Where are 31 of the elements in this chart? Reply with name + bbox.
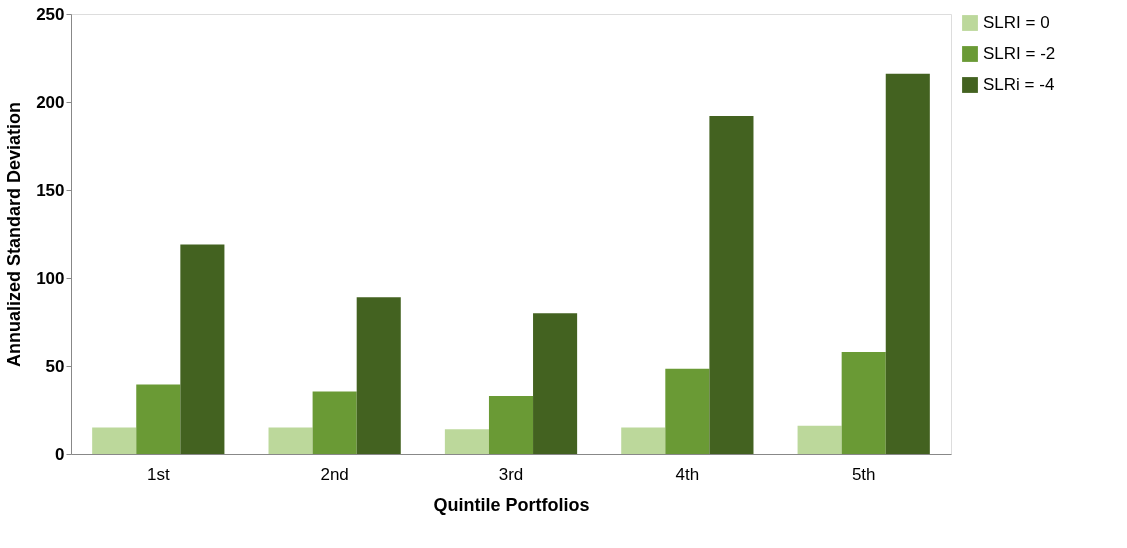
legend-label: SLRI = 0 [983,13,1050,32]
y-tick-label: 200 [36,92,65,112]
x-tick-label: 5th [851,464,876,484]
bar [356,297,401,454]
bar [841,351,886,454]
x-axis-title: Quintile Portfolios [433,494,590,515]
bar [885,73,930,454]
x-tick-label: 2nd [320,464,349,484]
bar [488,395,534,454]
bar [136,384,181,454]
bar [709,116,754,454]
bar [312,391,357,454]
x-tick-label: 3rd [498,464,524,484]
bar [621,427,666,454]
x-tick-label: 1st [146,464,170,484]
legend-label: SLRi = -4 [983,75,1055,94]
y-tick-label: 150 [36,180,65,200]
bar [797,425,842,454]
bar [444,429,489,454]
bar [92,427,137,454]
legend-label: SLRI = -2 [983,44,1056,63]
bar [268,427,313,454]
y-axis-title: Annualized Standard Deviation [4,101,25,368]
y-tick-label: 100 [36,268,65,288]
y-tick-label: 0 [55,444,65,464]
bar [533,313,578,454]
bar [180,244,225,454]
y-tick-label: 50 [45,356,65,376]
bar [665,368,710,454]
y-tick-label: 250 [36,4,65,24]
x-tick-label: 4th [675,464,700,484]
